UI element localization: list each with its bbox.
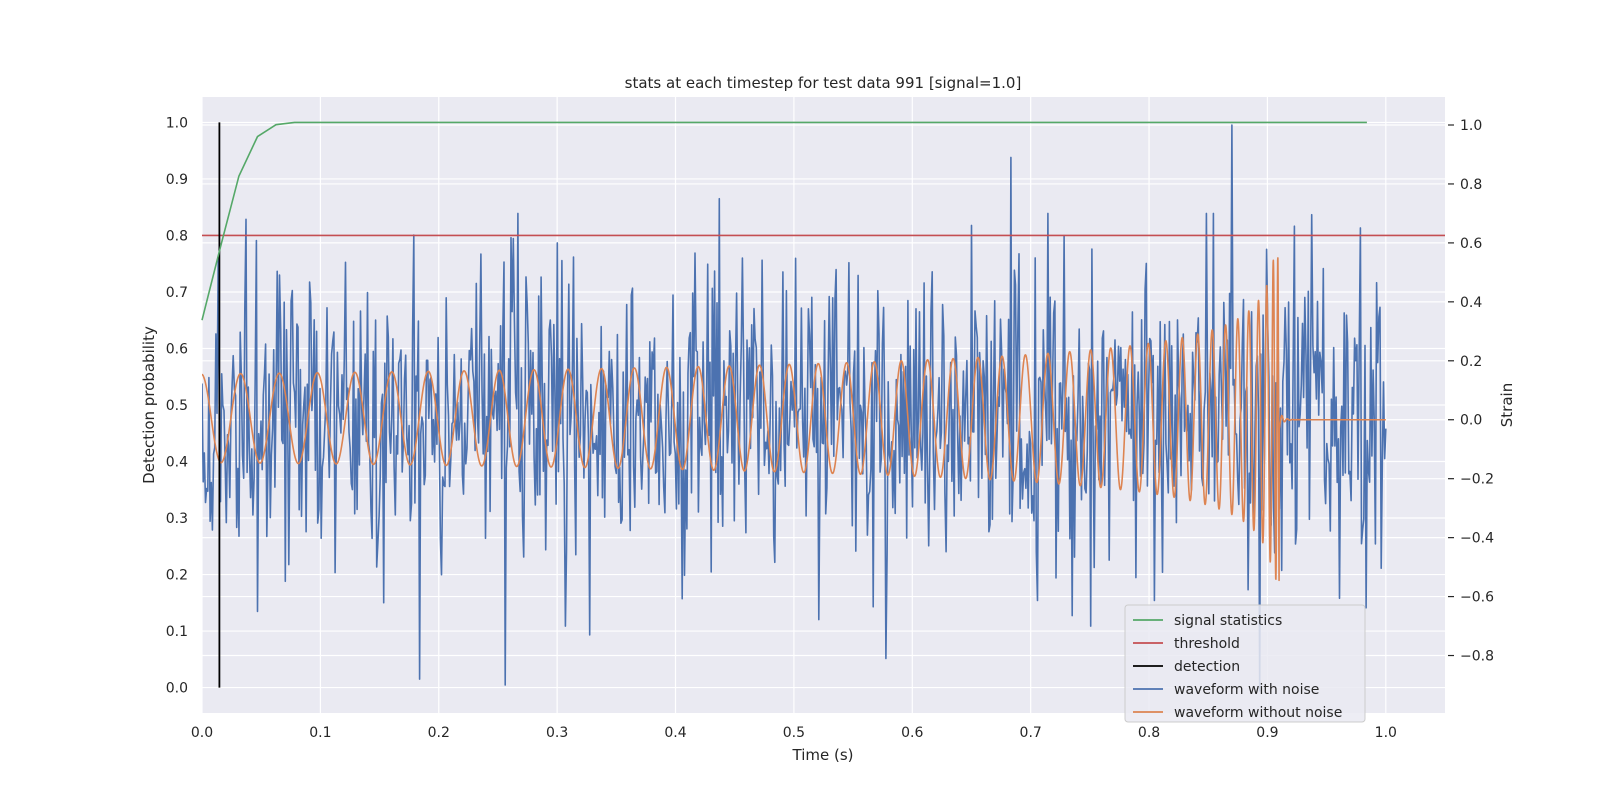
x-tick-label: 0.3 (546, 725, 568, 741)
y-tick-label: 0.4 (166, 455, 188, 471)
x-tick-label: 0.9 (1256, 725, 1278, 741)
y-tick-label: 0.1 (166, 624, 188, 640)
y-tick-label: 0.5 (166, 398, 188, 414)
x-tick-label: 0.2 (428, 725, 450, 741)
x-axis-label: Time (s) (792, 746, 854, 764)
y-tick-label: 0.6 (166, 341, 188, 357)
y-tick-label: 0.0 (166, 681, 188, 697)
y2-tick-label: 1.0 (1460, 118, 1482, 134)
y2-tick-label: 0.2 (1460, 354, 1482, 370)
y-tick-label: 0.9 (166, 172, 188, 188)
y2-tick-label: 0.4 (1460, 295, 1482, 311)
y2-tick-label: −0.6 (1460, 590, 1494, 606)
y2-tick-label: −0.8 (1460, 649, 1494, 665)
series-signal-statistics (201, 121, 1367, 321)
x-tick-label: 0.8 (1138, 725, 1160, 741)
x-tick-label: 0.6 (901, 725, 923, 741)
y-tick-label: 0.2 (166, 568, 188, 584)
x-tick-label: 0.4 (664, 725, 686, 741)
legend-label: threshold (1174, 636, 1240, 652)
legend-label: waveform with noise (1174, 682, 1319, 698)
y-tick-label: 1.0 (166, 115, 188, 131)
y2-tick-label: 0.0 (1460, 413, 1482, 429)
legend-box (1124, 604, 1366, 723)
legend-label: detection (1174, 659, 1240, 675)
y2-tick-label: 0.8 (1460, 177, 1482, 193)
chart-title: stats at each timestep for test data 991… (625, 74, 1022, 92)
x-tick-label: 0.7 (1020, 725, 1042, 741)
y2-axis-label: Strain (1498, 383, 1516, 427)
y2-tick-label: −0.4 (1460, 531, 1494, 547)
x-tick-label: 1.0 (1375, 725, 1397, 741)
y2-tick-label: 0.6 (1460, 236, 1482, 252)
x-tick-label: 0.0 (191, 725, 213, 741)
series-waveform-with-noise (202, 124, 1387, 692)
tick-labels: 0.0 0.1 0.2 0.3 0.4 0.5 0.6 0.7 0.8 0.9 1.0 0.0 0.1 0… (166, 115, 1494, 741)
y2-tick-label: −0.2 (1460, 472, 1494, 488)
legend-label: signal statistics (1174, 613, 1282, 629)
series-waveform-without-noise (202, 257, 1387, 582)
y-axis-label: Detection probability (140, 326, 158, 484)
y-tick-label: 0.3 (166, 511, 188, 527)
series-layer (201, 121, 1445, 692)
legend: signal statistics threshold detection wavef… (1124, 604, 1366, 723)
legend-label: waveform without noise (1174, 705, 1342, 721)
y-tick-label: 0.8 (166, 228, 188, 244)
x-tick-label: 0.1 (309, 725, 331, 741)
x-tick-label: 0.5 (783, 725, 805, 741)
y-tick-label: 0.7 (166, 285, 188, 301)
